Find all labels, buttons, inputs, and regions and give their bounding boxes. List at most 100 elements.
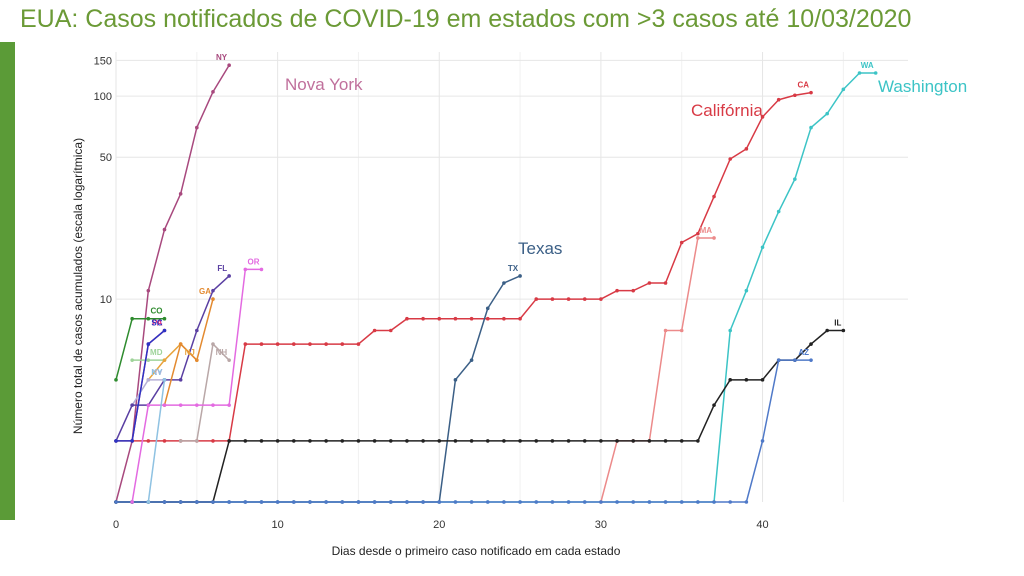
data-point-fl	[130, 403, 134, 407]
y-axis-title: Número total de casos acumulados (escala…	[71, 138, 85, 434]
data-point-ca	[372, 328, 377, 333]
y-tick-label: 100	[94, 91, 112, 103]
data-point-il	[485, 439, 490, 443]
data-point-az	[453, 500, 458, 504]
data-point-az	[114, 500, 118, 504]
data-point-ca	[712, 194, 716, 199]
data-point-ca	[243, 342, 248, 346]
data-point-il	[615, 439, 619, 443]
series-ca	[114, 90, 813, 443]
state-label-wa: WA	[861, 61, 874, 70]
data-point-il	[291, 439, 296, 443]
x-tick-label: 40	[756, 519, 768, 531]
data-point-ma	[712, 236, 716, 240]
data-point-or	[243, 267, 248, 272]
data-point-il	[405, 439, 409, 443]
data-point-md	[146, 358, 151, 362]
data-point-az	[696, 500, 700, 504]
data-point-ca	[615, 288, 619, 293]
data-point-ca	[744, 147, 749, 151]
data-point-tx	[518, 274, 522, 278]
x-axis-title: Dias desde o primeiro caso notificado em…	[332, 544, 621, 558]
data-point-wa	[793, 177, 797, 181]
data-point-il	[712, 403, 716, 407]
data-point-wa	[728, 328, 733, 333]
data-point-ca	[809, 90, 813, 95]
data-point-il	[275, 439, 280, 443]
data-point-wa	[857, 71, 862, 75]
data-point-sc	[130, 439, 134, 443]
data-point-nh	[178, 439, 183, 443]
data-point-il	[259, 439, 264, 443]
data-point-or	[195, 403, 199, 407]
data-point-ca	[582, 297, 587, 301]
series-line-sc	[116, 329, 165, 442]
data-point-il	[502, 439, 506, 443]
data-point-az	[437, 500, 442, 504]
series-line-az	[116, 359, 812, 503]
data-point-or	[162, 403, 167, 407]
data-point-fl	[211, 288, 215, 293]
data-point-co	[130, 316, 134, 321]
data-point-az	[178, 500, 183, 504]
data-point-ca	[388, 328, 393, 333]
data-point-il	[518, 439, 522, 443]
data-point-co	[162, 316, 167, 321]
data-point-az	[809, 358, 813, 362]
page-title: EUA: Casos notificados de COVID-19 em es…	[20, 5, 912, 33]
data-point-wa	[776, 209, 781, 214]
data-point-az	[793, 358, 797, 362]
data-point-ca	[259, 342, 264, 346]
series-md	[130, 358, 167, 362]
data-point-ca	[437, 316, 442, 321]
data-point-az	[663, 500, 668, 504]
data-point-az	[518, 500, 522, 504]
data-point-md	[130, 358, 134, 362]
data-point-or	[227, 403, 231, 407]
data-point-az	[599, 500, 603, 504]
data-point-ca	[405, 316, 409, 321]
data-point-ca	[518, 316, 522, 321]
data-point-il	[599, 439, 603, 443]
data-point-az	[356, 500, 361, 504]
data-point-tx	[469, 358, 474, 362]
data-point-fl	[178, 378, 183, 382]
data-point-ca	[502, 316, 506, 321]
data-point-il	[728, 378, 733, 382]
data-point-il	[696, 439, 700, 443]
data-point-ca	[599, 297, 603, 301]
data-point-sc	[146, 342, 151, 346]
data-point-fl	[227, 274, 231, 278]
data-point-ny	[195, 125, 199, 130]
data-point-az	[469, 500, 474, 504]
data-point-ga	[195, 358, 199, 362]
state-label-ca: CA	[797, 81, 809, 90]
data-point-fl	[195, 328, 199, 333]
data-point-ca	[550, 297, 555, 301]
x-tick-label: 20	[433, 519, 445, 531]
data-point-az	[776, 358, 781, 362]
data-point-il	[534, 439, 539, 443]
data-point-il	[679, 439, 684, 443]
data-point-ca	[146, 439, 151, 443]
data-point-wa	[809, 125, 813, 130]
state-label-il: IL	[834, 319, 841, 328]
data-point-ca	[793, 93, 797, 98]
data-point-ga	[178, 342, 183, 346]
data-point-az	[631, 500, 636, 504]
data-point-il	[663, 439, 668, 443]
data-point-ca	[453, 316, 458, 321]
data-point-il	[566, 439, 571, 443]
series-line-ca	[116, 91, 812, 442]
data-point-ca	[340, 342, 345, 346]
data-point-or	[259, 267, 264, 272]
data-point-il	[340, 439, 345, 443]
series-sc	[114, 328, 167, 443]
state-label-tx: TX	[508, 264, 519, 273]
state-label-nv: NV	[151, 368, 163, 377]
series-line-ky	[147, 379, 166, 503]
data-point-az	[647, 500, 652, 504]
data-point-ny	[146, 288, 151, 293]
data-point-il	[243, 439, 248, 443]
data-point-il	[437, 439, 442, 443]
